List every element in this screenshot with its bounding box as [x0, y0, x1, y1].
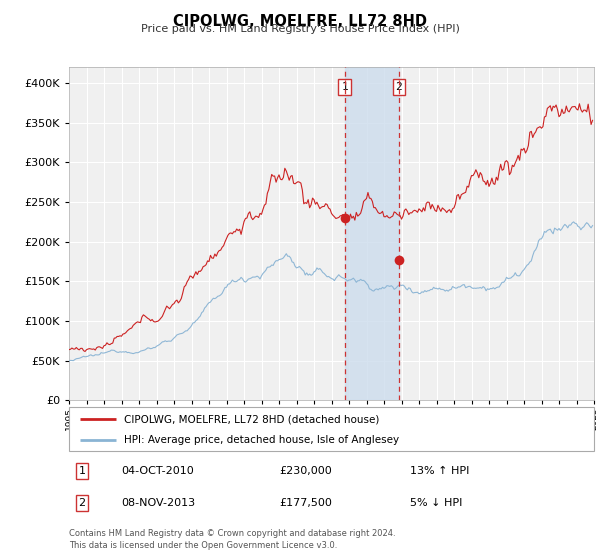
Text: 5% ↓ HPI: 5% ↓ HPI: [410, 498, 463, 508]
Text: 2: 2: [79, 498, 86, 508]
Bar: [344, 67, 399, 400]
Text: Price paid vs. HM Land Registry's House Price Index (HPI): Price paid vs. HM Land Registry's House …: [140, 24, 460, 34]
Text: CIPOLWG, MOELFRE, LL72 8HD (detached house): CIPOLWG, MOELFRE, LL72 8HD (detached hou…: [124, 414, 380, 424]
Text: CIPOLWG, MOELFRE, LL72 8HD: CIPOLWG, MOELFRE, LL72 8HD: [173, 14, 427, 29]
FancyBboxPatch shape: [69, 407, 594, 451]
Text: 04-OCT-2010: 04-OCT-2010: [121, 466, 194, 476]
Text: £230,000: £230,000: [279, 466, 332, 476]
Text: HPI: Average price, detached house, Isle of Anglesey: HPI: Average price, detached house, Isle…: [124, 435, 399, 445]
Text: Contains HM Land Registry data © Crown copyright and database right 2024.
This d: Contains HM Land Registry data © Crown c…: [69, 529, 395, 550]
Text: 2: 2: [395, 82, 402, 92]
Text: 1: 1: [79, 466, 86, 476]
Text: £177,500: £177,500: [279, 498, 332, 508]
Text: 13% ↑ HPI: 13% ↑ HPI: [410, 466, 470, 476]
Text: 1: 1: [341, 82, 348, 92]
Text: 08-NOV-2013: 08-NOV-2013: [121, 498, 196, 508]
